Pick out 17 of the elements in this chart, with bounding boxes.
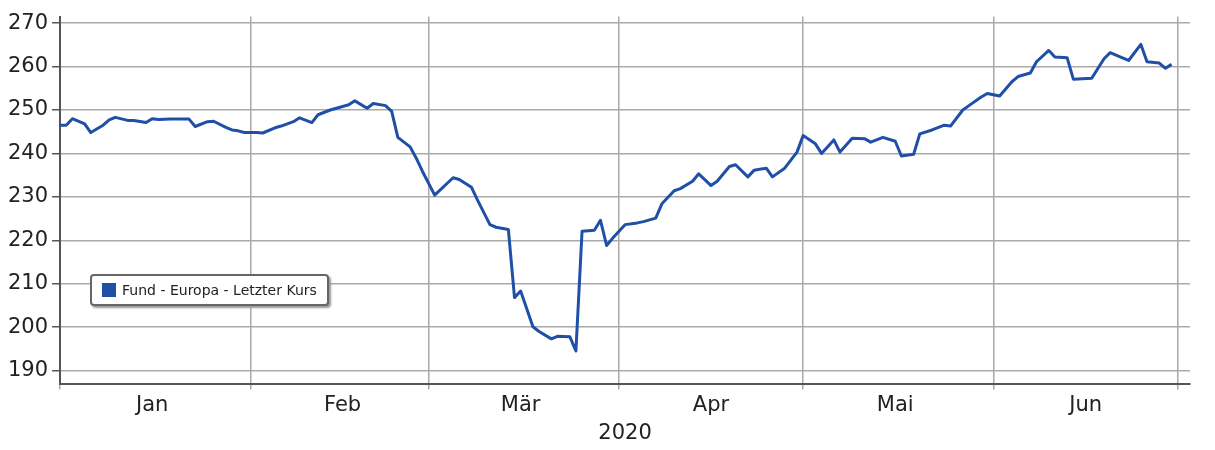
x-tick-label: Jun bbox=[1067, 391, 1103, 416]
legend-label: Fund - Europa - Letzter Kurs bbox=[122, 281, 317, 298]
y-tick-label: 240 bbox=[7, 139, 49, 164]
x-tick-label: Mai bbox=[876, 391, 914, 416]
y-tick-label: 210 bbox=[7, 270, 49, 295]
x-tick-label: Mär bbox=[500, 391, 541, 416]
y-tick-label: 190 bbox=[7, 357, 49, 382]
x-tick-label: Apr bbox=[692, 391, 730, 416]
y-tick-label: 270 bbox=[7, 9, 49, 34]
y-tick-label: 220 bbox=[7, 226, 49, 251]
x-axis-title: 2020 bbox=[598, 419, 652, 444]
x-tick-label: Jan bbox=[134, 391, 169, 416]
y-tick-label: 200 bbox=[7, 313, 49, 338]
y-tick-label: 250 bbox=[7, 96, 49, 121]
y-tick-label: 230 bbox=[7, 183, 49, 208]
y-tick-label: 260 bbox=[7, 53, 49, 77]
x-tick-label: Feb bbox=[323, 391, 362, 416]
